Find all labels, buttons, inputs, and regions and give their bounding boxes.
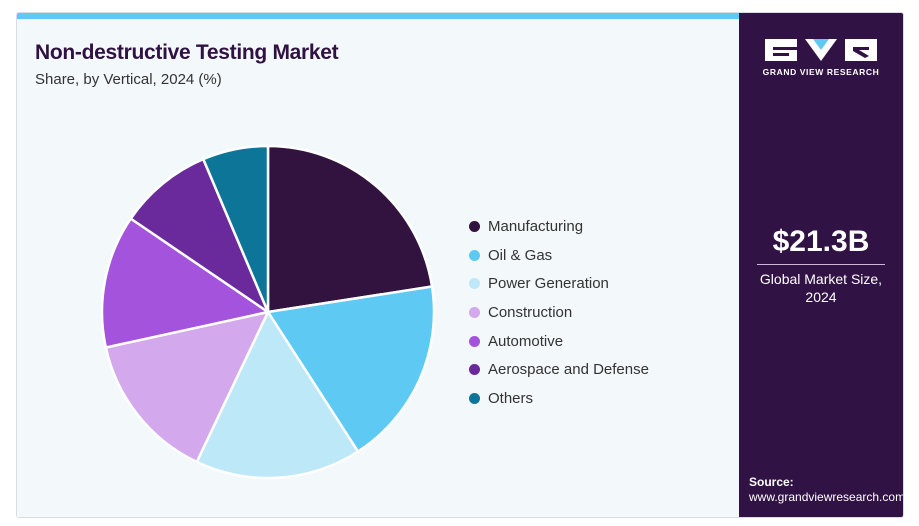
legend-item: Manufacturing	[469, 212, 649, 241]
divider	[757, 264, 885, 265]
pie-slice-oil-gas	[266, 285, 436, 453]
pie-slice-manufacturing	[266, 144, 434, 314]
pie-slice-power-generation	[195, 310, 360, 480]
legend-item: Power Generation	[469, 269, 649, 298]
legend-label: Oil & Gas	[488, 246, 553, 264]
legend-item: Automotive	[469, 327, 649, 356]
chart-panel: Non-destructive Testing Market Share, by…	[17, 19, 739, 517]
chart-legend: Manufacturing Oil & Gas Power Generation Co…	[469, 212, 649, 413]
legend-swatch	[469, 335, 480, 347]
pie-slice-construction	[104, 310, 270, 464]
legend-swatch	[469, 392, 480, 404]
legend-swatch	[469, 278, 480, 290]
report-card: Non-destructive Testing Market Share, by…	[16, 12, 904, 518]
pie-chart	[100, 144, 436, 480]
legend-item: Oil & Gas	[469, 241, 649, 270]
legend-swatch	[469, 364, 480, 376]
legend-swatch	[469, 220, 480, 232]
legend-label: Construction	[488, 303, 573, 321]
market-size-label: Global Market Size, 2024	[739, 270, 903, 306]
legend-label: Manufacturing	[488, 217, 584, 235]
brand-name: GRAND VIEW RESEARCH	[762, 67, 880, 77]
legend-label: Power Generation	[488, 275, 609, 293]
legend-swatch	[469, 306, 480, 318]
legend-label: Others	[488, 389, 534, 407]
pie-slice-others	[202, 144, 270, 314]
chart-title: Non-destructive Testing Market	[35, 41, 339, 64]
side-panel: GRAND VIEW RESEARCH $21.3B Global Market…	[739, 13, 903, 517]
accent-bar	[17, 13, 739, 19]
chart-subtitle: Share, by Vertical, 2024 (%)	[35, 71, 222, 88]
source-label: Source:	[749, 475, 794, 489]
grand-view-research-logo	[765, 39, 877, 61]
legend-label: Aerospace and Defense	[488, 361, 649, 379]
legend-item: Others	[469, 384, 649, 413]
legend-swatch	[469, 249, 480, 261]
market-size-value: $21.3B	[772, 225, 870, 258]
legend-item: Aerospace and Defense	[469, 355, 649, 384]
legend-item: Construction	[469, 298, 649, 327]
market-size-label-line2: 2024	[805, 289, 837, 305]
legend-label: Automotive	[488, 332, 564, 350]
pie-slice-automotive	[100, 217, 270, 349]
market-size-label-line1: Global Market Size,	[759, 271, 883, 287]
pie-slice-aerospace-and-defense	[129, 157, 270, 314]
source-url: www.grandviewresearch.com	[749, 490, 904, 504]
